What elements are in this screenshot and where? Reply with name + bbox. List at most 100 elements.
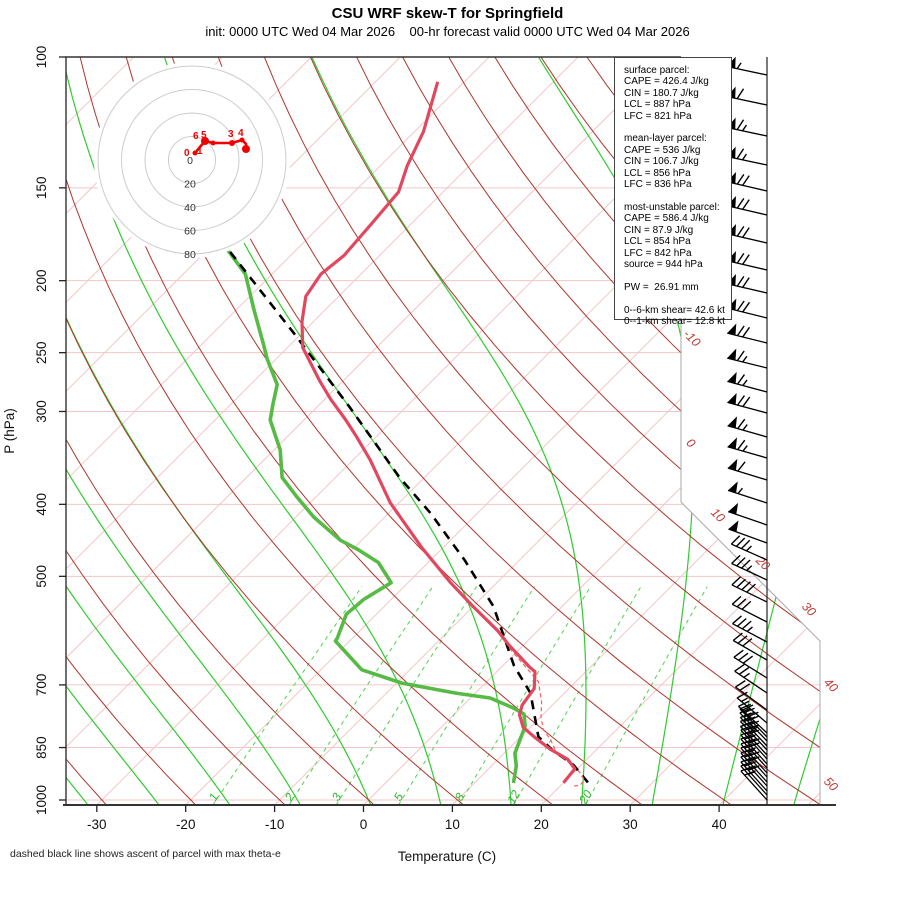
info-box-line: LCL = 856 hPa bbox=[624, 167, 691, 179]
mixing-ratio-label: 12 bbox=[504, 787, 523, 806]
y-tick-label: 250 bbox=[34, 341, 49, 364]
wind-barb bbox=[727, 371, 768, 393]
mixing-ratio-label: 5 bbox=[391, 790, 407, 803]
parcel-ascent-curve bbox=[229, 251, 589, 784]
hodograph-height-label: 1 bbox=[197, 146, 203, 157]
info-box-line: LCL = 887 hPa bbox=[624, 99, 691, 111]
wind-barb bbox=[727, 481, 768, 504]
isotherm-label: 30 bbox=[799, 599, 819, 619]
wind-barb bbox=[740, 766, 768, 801]
page-title: CSU WRF skew-T for Springfield bbox=[331, 5, 564, 22]
y-tick-label: 700 bbox=[34, 674, 49, 697]
wind-barb bbox=[726, 86, 768, 106]
parcel-info-box: surface parcel: CAPE = 426.4 J/kg CIN = 18… bbox=[614, 57, 732, 327]
hodograph-ring-label: 0 bbox=[187, 155, 193, 167]
info-box-line: CIN = 106.7 J/kg bbox=[624, 156, 699, 168]
info-box-line: CIN = 87.9 J/kg bbox=[624, 224, 694, 236]
x-tick-label: 20 bbox=[534, 817, 549, 832]
x-tick-label: -10 bbox=[265, 817, 285, 832]
isotherm-label: 0 bbox=[683, 436, 698, 451]
mixing-ratio-label: 20 bbox=[576, 787, 595, 807]
info-box-line: 0--6-km shear= 42.6 kt bbox=[624, 304, 725, 316]
wind-barbs bbox=[726, 56, 768, 801]
info-box-line: PW = 26.91 mm bbox=[624, 281, 699, 293]
wind-barb bbox=[732, 615, 768, 643]
wind-barb bbox=[727, 416, 768, 438]
wind-barb bbox=[726, 117, 768, 137]
x-axis-title: Temperature (C) bbox=[398, 849, 496, 864]
isotherm-value-labels: -10 0 10 20 30 40 50 bbox=[680, 327, 840, 794]
hodograph-ring-label: 60 bbox=[184, 226, 196, 238]
hodograph: 0 20 40 60 80 0 1 6 5 3 4 bbox=[94, 62, 290, 261]
wind-barb bbox=[734, 663, 768, 694]
hodograph-ring-label: 80 bbox=[184, 249, 196, 261]
hodograph-height-label: 0 bbox=[184, 148, 190, 159]
y-tick-label: 300 bbox=[34, 400, 49, 423]
hodograph-ring-label: 20 bbox=[184, 179, 196, 191]
axis-labels: -30 -20 -10 0 10 20 30 401001502002503004005007… bbox=[2, 46, 727, 864]
info-box-line bbox=[624, 293, 731, 304]
wind-barb bbox=[728, 520, 768, 544]
hodograph-height-label: 3 bbox=[228, 129, 234, 140]
info-box-line: surface parcel: bbox=[624, 65, 690, 76]
isotherm-label: 10 bbox=[708, 505, 728, 525]
info-box-line: LFC = 836 hPa bbox=[624, 179, 692, 191]
mixing-ratio-label: 2 bbox=[281, 790, 297, 804]
y-tick-label: 850 bbox=[34, 736, 49, 759]
wind-barb bbox=[726, 196, 768, 216]
x-tick-label: 40 bbox=[712, 817, 727, 832]
wind-barb bbox=[726, 224, 768, 244]
y-tick-label: 200 bbox=[34, 269, 49, 292]
wind-barb bbox=[739, 703, 768, 738]
info-box-line: CAPE = 586.4 J/kg bbox=[624, 213, 709, 225]
wind-barb bbox=[727, 437, 768, 459]
wind-barb bbox=[730, 535, 768, 561]
x-tick-label: 30 bbox=[623, 817, 638, 832]
info-box-line: source = 944 hPa bbox=[624, 258, 703, 270]
wind-barb bbox=[735, 680, 768, 711]
temperature-curve bbox=[300, 81, 577, 784]
wind-barb bbox=[726, 274, 768, 294]
info-box-line: LFC = 821 hPa bbox=[624, 110, 692, 122]
x-tick-label: -20 bbox=[176, 817, 196, 832]
wind-barb bbox=[732, 632, 768, 661]
info-box-line: CAPE = 536 J/kg bbox=[624, 144, 701, 156]
x-tick-label: -30 bbox=[87, 817, 107, 832]
wind-barb bbox=[726, 146, 768, 166]
info-box-line bbox=[624, 190, 731, 201]
info-box-line: LCL = 854 hPa bbox=[624, 236, 691, 248]
wind-barb bbox=[731, 554, 768, 581]
isotherm-label: 50 bbox=[821, 774, 841, 794]
wind-barb bbox=[728, 502, 768, 526]
info-box-line: most-unstable parcel: bbox=[624, 201, 720, 213]
wind-barb bbox=[740, 757, 768, 792]
info-box-line bbox=[624, 122, 731, 133]
info-box-line: CAPE = 426.4 J/kg bbox=[624, 76, 709, 88]
virtual-temperature-curve bbox=[509, 647, 586, 787]
wind-barb bbox=[727, 298, 768, 319]
wind-barb bbox=[727, 348, 768, 369]
isotherm-label: 40 bbox=[821, 675, 841, 695]
hodograph-height-label: 4 bbox=[238, 128, 244, 139]
info-box-line: mean-layer parcel: bbox=[624, 133, 707, 145]
mixing-ratio-label: 1 bbox=[206, 791, 221, 804]
hodograph-height-label: 6 bbox=[193, 131, 199, 142]
wind-barb bbox=[726, 56, 768, 76]
info-box-line bbox=[624, 270, 731, 281]
y-tick-label: 500 bbox=[34, 565, 49, 588]
wind-barb bbox=[727, 323, 768, 344]
dewpoint-curve bbox=[225, 247, 527, 784]
mixing-ratio-label: 3 bbox=[329, 790, 345, 803]
isotherm-label: 20 bbox=[752, 553, 772, 573]
y-tick-label: 150 bbox=[34, 177, 49, 200]
y-tick-label: 100 bbox=[34, 46, 49, 69]
page-subtitle: init: 0000 UTC Wed 04 Mar 2026 00-hr for… bbox=[205, 24, 690, 39]
x-tick-label: 0 bbox=[360, 817, 368, 832]
wind-barb bbox=[727, 392, 768, 414]
x-tick-label: 10 bbox=[445, 817, 460, 832]
hodograph-height-label: 5 bbox=[201, 130, 207, 141]
info-box-line: LFC = 842 hPa bbox=[624, 247, 692, 259]
wind-barb bbox=[731, 576, 768, 603]
